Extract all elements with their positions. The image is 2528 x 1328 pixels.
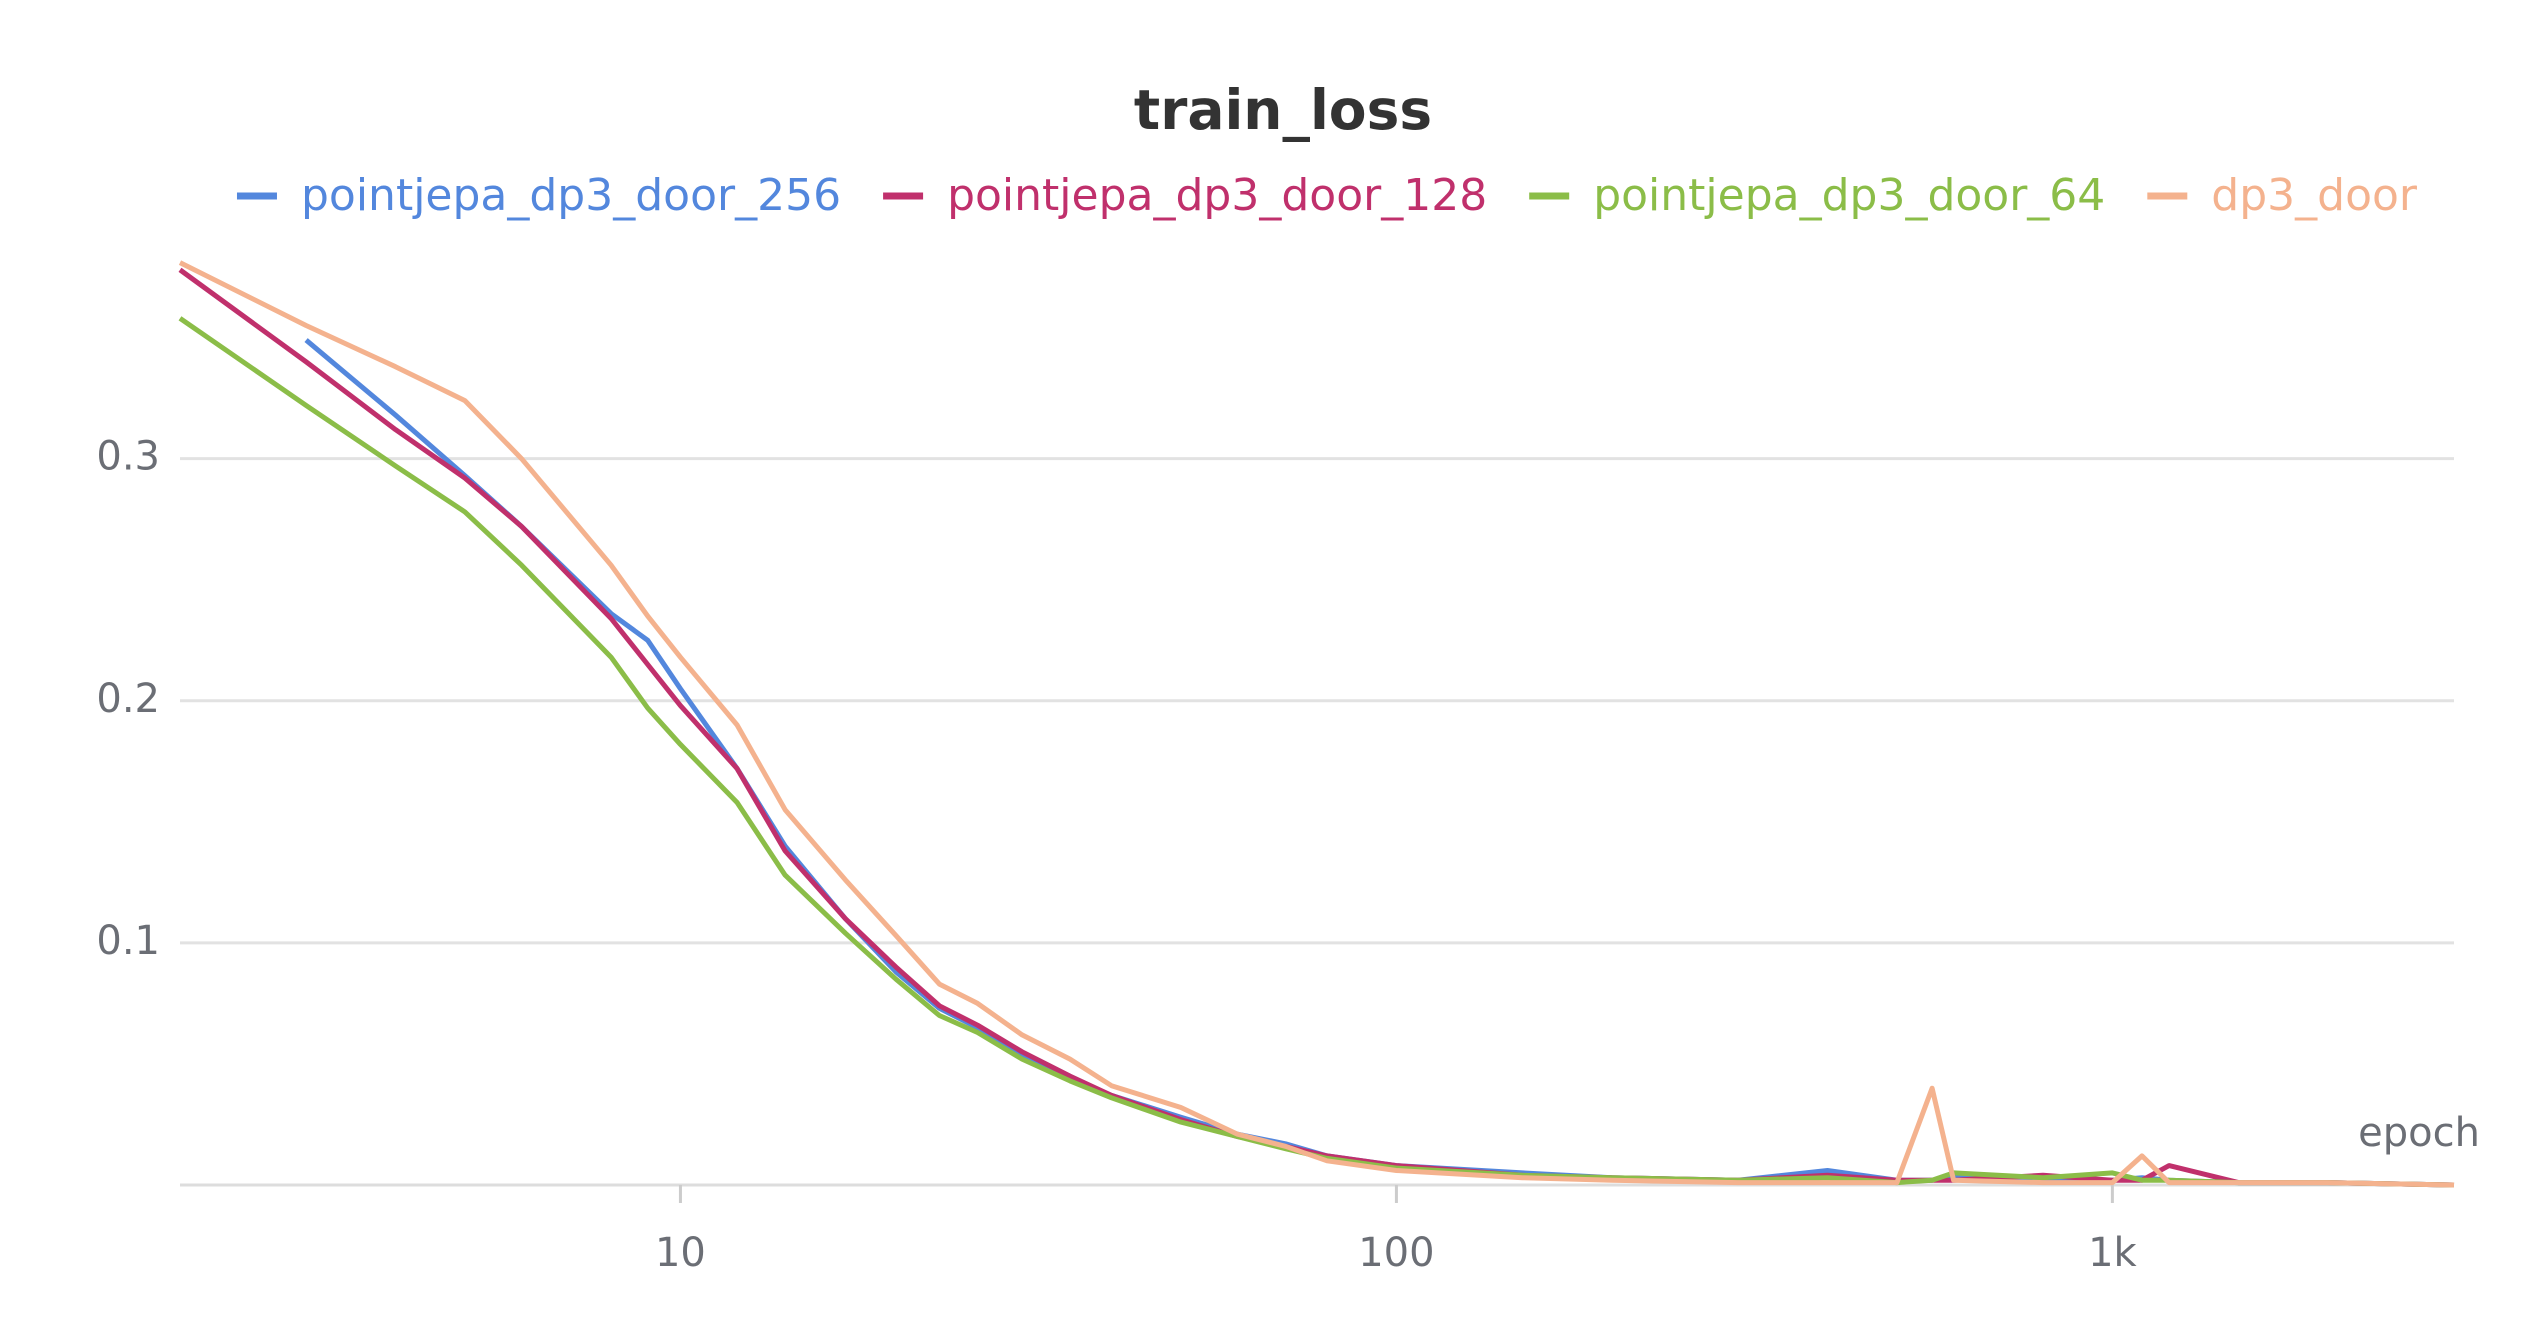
- legend-item: pointjepa_dp3_door_128: [883, 170, 1487, 221]
- y-tick-label: 0.2: [96, 676, 160, 722]
- series-line: [178, 260, 2455, 1188]
- x-tick-label: 10: [655, 1230, 706, 1276]
- x-tick-label: 1k: [2088, 1230, 2137, 1276]
- legend-label: pointjepa_dp3_door_128: [947, 170, 1487, 221]
- legend-item: dp3_door: [2147, 170, 2418, 221]
- x-axis-label: epoch: [2358, 1110, 2480, 1156]
- legend-item: pointjepa_dp3_door_256: [236, 170, 841, 221]
- y-tick-label: 0.3: [96, 434, 160, 480]
- y-tick-label: 0.1: [96, 918, 160, 964]
- legend-item: pointjepa_dp3_door_64: [1529, 170, 2105, 221]
- legend-label: dp3_door: [2211, 170, 2418, 221]
- legend-label: pointjepa_dp3_door_64: [1593, 170, 2105, 221]
- legend-label: pointjepa_dp3_door_256: [301, 170, 841, 221]
- series-line: [178, 267, 2455, 1188]
- x-tick-label: 100: [1358, 1230, 1434, 1276]
- series-line: [304, 338, 2455, 1188]
- series-line: [178, 316, 2455, 1188]
- legend: pointjepa_dp3_door_256 pointjepa_dp3_door…: [236, 170, 2418, 221]
- chart-title: train_loss: [1134, 78, 1432, 142]
